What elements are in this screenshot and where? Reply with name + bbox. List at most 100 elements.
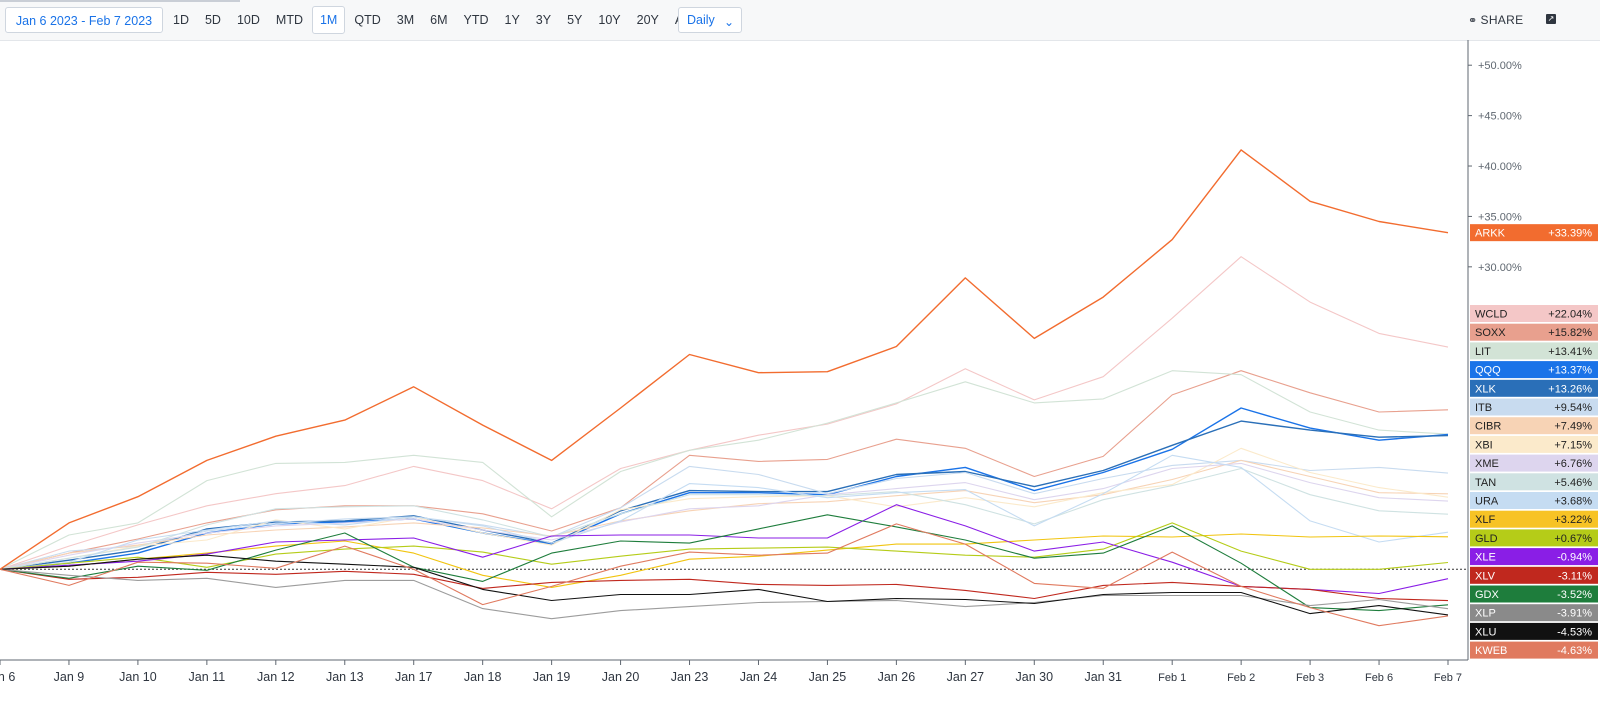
- range-3y-button[interactable]: 3Y: [535, 13, 552, 27]
- y-tick-label: +35.00%: [1478, 211, 1522, 223]
- legend-badge-itb[interactable]: [1470, 398, 1598, 416]
- legend-ticker-kweb: KWEB: [1475, 645, 1507, 657]
- range-10y-button[interactable]: 10Y: [598, 13, 621, 27]
- series-line-lit[interactable]: [0, 370, 1449, 570]
- performance-chart: +30.00% +35.00% +40.00% +45.00% +50.00% Jan 6…: [0, 40, 1598, 684]
- legend-ticker-ura: URA: [1475, 496, 1499, 508]
- legend-ticker-xlf: XLF: [1475, 514, 1495, 526]
- x-tick-label: Jan 10: [119, 670, 157, 684]
- legend-change-cibr: +7.49%: [1554, 421, 1592, 433]
- legend-badge-xlk[interactable]: [1470, 379, 1598, 397]
- legend-change-xlv: -3.11%: [1558, 570, 1592, 582]
- series-line-wcld[interactable]: [0, 256, 1449, 570]
- legend-ticker-gdx: GDX: [1475, 589, 1500, 601]
- legend-ticker-tan: TAN: [1475, 477, 1496, 489]
- range-5y-button[interactable]: 5Y: [567, 13, 583, 27]
- legend-change-xme: +6.76%: [1554, 458, 1592, 470]
- legend-badge-xbi[interactable]: [1470, 435, 1598, 453]
- range-3m-button[interactable]: 3M: [396, 13, 415, 27]
- legend-change-ura: +3.68%: [1554, 496, 1592, 508]
- range-mtd-button[interactable]: MTD: [275, 13, 303, 27]
- range-10d-button[interactable]: 10D: [236, 13, 260, 27]
- legend-badge-xle[interactable]: [1470, 548, 1598, 566]
- x-tick-label: Feb 7: [1434, 672, 1462, 684]
- legend-change-gdx: -3.52%: [1557, 589, 1592, 601]
- chart-toolbar: Jan 6 2023 - Feb 7 2023 1D 5D 10D MTD 1M QTD 3…: [0, 0, 1600, 41]
- legend-ticker-soxx: SOXX: [1475, 327, 1506, 339]
- range-1d-button[interactable]: 1D: [173, 13, 189, 27]
- legend-badge-gdx[interactable]: [1470, 585, 1598, 603]
- legend-badge-xme[interactable]: [1470, 454, 1598, 472]
- x-tick-label: Jan 13: [326, 670, 364, 684]
- share-button[interactable]: ⚭ SHARE: [1468, 13, 1523, 27]
- x-tick-label: Jan 24: [740, 670, 778, 684]
- legend-change-xlu: -4.53%: [1557, 626, 1592, 638]
- legend-badge-xlf[interactable]: [1470, 510, 1598, 528]
- range-1y-button[interactable]: 1Y: [504, 13, 520, 27]
- x-tick-label: Jan 6: [0, 670, 15, 684]
- legend-change-arkk: +33.39%: [1548, 228, 1592, 240]
- tab-indicator: [0, 0, 240, 2]
- x-tick-label: Jan 18: [464, 670, 502, 684]
- series-line-xlu[interactable]: [0, 554, 1449, 616]
- interval-select[interactable]: Daily ⌄: [678, 7, 742, 33]
- range-20y-button[interactable]: 20Y: [636, 13, 659, 27]
- legend-badge-kweb[interactable]: [1470, 641, 1598, 659]
- series-line-gdx[interactable]: [0, 514, 1449, 612]
- series-line-itb[interactable]: [0, 459, 1449, 570]
- legend-badge-gld[interactable]: [1470, 529, 1598, 547]
- legend-badge-xlu[interactable]: [1470, 622, 1598, 640]
- range-6m-button[interactable]: 6M: [430, 13, 448, 27]
- series-line-xlf[interactable]: [0, 533, 1449, 588]
- x-tick-label: Jan 23: [671, 670, 709, 684]
- x-tick-label: Jan 17: [395, 670, 433, 684]
- legend-badge-arkk[interactable]: [1470, 224, 1598, 242]
- x-tick-label: Jan 11: [189, 670, 226, 684]
- chevron-down-icon: ⌄: [723, 15, 734, 29]
- legend-badge-wcld[interactable]: [1470, 305, 1598, 322]
- legend-change-xbi: +7.15%: [1554, 439, 1592, 451]
- x-tick-label: Jan 25: [809, 670, 847, 684]
- series-line-xme[interactable]: [0, 462, 1449, 570]
- legend-ticker-cibr: CIBR: [1475, 421, 1501, 433]
- range-ytd-button[interactable]: YTD: [463, 13, 489, 27]
- legend-badge-qqq[interactable]: [1470, 361, 1598, 379]
- fullscreen-icon[interactable]: ↗: [1546, 14, 1556, 24]
- legend-badge-ura[interactable]: [1470, 492, 1598, 509]
- series-line-kweb[interactable]: [0, 523, 1449, 627]
- series-line-tan[interactable]: [0, 467, 1449, 570]
- legend-ticker-xlu: XLU: [1475, 626, 1496, 638]
- series-line-xlv[interactable]: [0, 568, 1449, 602]
- legend-badge-cibr[interactable]: [1470, 417, 1598, 435]
- share-icon: ⚭: [1468, 15, 1478, 27]
- range-qtd-button[interactable]: QTD: [354, 13, 381, 27]
- legend-change-tan: +5.46%: [1554, 477, 1592, 489]
- range-5d-button[interactable]: 5D: [204, 13, 221, 27]
- x-tick-label: Feb 2: [1227, 672, 1255, 684]
- legend-ticker-xlk: XLK: [1475, 383, 1496, 395]
- x-tick-label: Jan 30: [1016, 670, 1054, 684]
- series-line-cibr[interactable]: [0, 459, 1449, 570]
- interval-value: Daily: [687, 13, 715, 27]
- series-line-xbi[interactable]: [0, 447, 1449, 570]
- x-tick-label: Jan 19: [533, 670, 571, 684]
- series-line-xlp[interactable]: [0, 568, 1449, 620]
- series-line-qqq[interactable]: [0, 407, 1449, 570]
- legend-change-kweb: -4.63%: [1557, 645, 1592, 657]
- legend-badge-tan[interactable]: [1470, 473, 1598, 491]
- legend-change-gld: +0.67%: [1554, 533, 1592, 545]
- series-line-ura[interactable]: [0, 454, 1449, 570]
- x-tick-label: Jan 9: [54, 670, 85, 684]
- share-label: SHARE: [1480, 13, 1524, 27]
- legend-change-xle: -0.94%: [1557, 552, 1592, 564]
- legend-badge-xlv[interactable]: [1470, 566, 1598, 584]
- x-tick-label: Jan 20: [602, 670, 640, 684]
- range-1m-button[interactable]: 1M: [311, 6, 346, 34]
- legend-badge-xlp[interactable]: [1470, 604, 1598, 622]
- legend-ticker-wcld: WCLD: [1475, 309, 1507, 321]
- legend-badge-soxx[interactable]: [1470, 323, 1598, 341]
- legend-ticker-qqq: QQQ: [1475, 365, 1501, 377]
- legend-badge-lit[interactable]: [1470, 342, 1598, 360]
- series-line-arkk[interactable]: [0, 149, 1449, 570]
- date-range-picker[interactable]: Jan 6 2023 - Feb 7 2023: [5, 7, 163, 33]
